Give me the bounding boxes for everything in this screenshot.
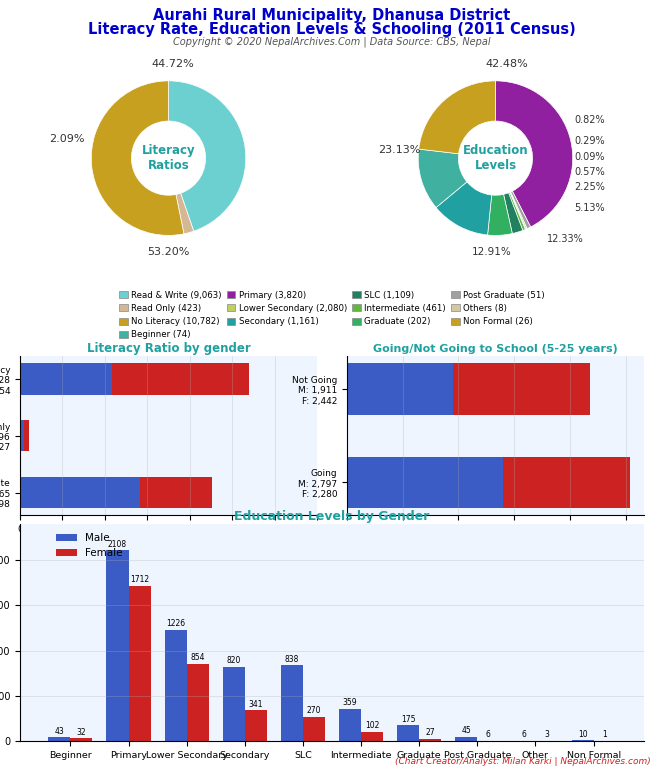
Wedge shape xyxy=(511,191,531,229)
Text: 42.48%: 42.48% xyxy=(485,59,529,69)
Wedge shape xyxy=(487,194,513,236)
Text: 43: 43 xyxy=(54,727,64,736)
Bar xyxy=(303,717,325,741)
Bar xyxy=(187,664,208,741)
Bar xyxy=(20,420,24,452)
Text: 838: 838 xyxy=(285,654,299,664)
Bar xyxy=(245,710,267,741)
Text: 102: 102 xyxy=(365,721,379,730)
Text: 23.13%: 23.13% xyxy=(378,145,420,155)
Wedge shape xyxy=(418,149,467,207)
Bar xyxy=(20,363,112,395)
Bar xyxy=(397,725,419,741)
Wedge shape xyxy=(510,192,526,230)
Text: Aurahi Rural Municipality, Dhanusa District: Aurahi Rural Municipality, Dhanusa Distr… xyxy=(153,8,511,23)
Legend: Read & Write (9,063), Read Only (423), No Literacy (10,782), Beginner (74), Prim: Read & Write (9,063), Read Only (423), N… xyxy=(119,290,545,339)
Wedge shape xyxy=(176,194,194,233)
Legend: Male, Female: Male, Female xyxy=(98,521,238,539)
Bar xyxy=(572,740,594,741)
Text: 0.29%: 0.29% xyxy=(574,136,605,146)
Bar xyxy=(281,665,303,741)
Wedge shape xyxy=(495,81,573,227)
Bar xyxy=(129,586,151,741)
Text: 12.91%: 12.91% xyxy=(471,247,511,257)
Wedge shape xyxy=(91,81,184,236)
Title: Education Levels by Gender: Education Levels by Gender xyxy=(234,510,430,523)
Bar xyxy=(70,738,92,741)
Bar xyxy=(24,420,29,452)
Title: Going/Not Going to School (5-25 years): Going/Not Going to School (5-25 years) xyxy=(373,344,618,354)
Text: Education
Levels: Education Levels xyxy=(463,144,529,172)
Text: 5.13%: 5.13% xyxy=(574,204,605,214)
Text: 341: 341 xyxy=(248,700,263,709)
Text: 0.57%: 0.57% xyxy=(574,167,605,177)
Text: 3: 3 xyxy=(544,730,549,740)
Legend: Male, Female: Male, Female xyxy=(426,521,566,539)
Bar xyxy=(454,363,590,415)
Bar xyxy=(106,550,129,741)
Bar xyxy=(140,477,212,508)
Bar xyxy=(419,739,442,741)
Text: 0.82%: 0.82% xyxy=(574,114,605,124)
Text: 1226: 1226 xyxy=(166,620,185,628)
Text: 820: 820 xyxy=(226,656,241,665)
Text: 45: 45 xyxy=(461,727,471,736)
Wedge shape xyxy=(503,193,523,233)
Text: 2108: 2108 xyxy=(108,540,127,548)
Text: (Chart Creator/Analyst: Milan Karki | NepalArchives.com): (Chart Creator/Analyst: Milan Karki | Ne… xyxy=(395,757,651,766)
Bar xyxy=(503,457,630,508)
Bar xyxy=(347,457,503,508)
Text: Literacy
Ratios: Literacy Ratios xyxy=(141,144,195,172)
Text: 854: 854 xyxy=(191,653,205,662)
Text: 270: 270 xyxy=(307,706,321,715)
Bar xyxy=(20,477,140,508)
Bar xyxy=(165,630,187,741)
Text: 2.09%: 2.09% xyxy=(48,134,84,144)
Bar xyxy=(361,732,383,741)
Text: 12.33%: 12.33% xyxy=(546,234,584,244)
Text: 44.72%: 44.72% xyxy=(151,59,194,69)
Text: 175: 175 xyxy=(401,715,416,723)
Text: 27: 27 xyxy=(426,728,435,737)
Wedge shape xyxy=(509,192,525,230)
Bar xyxy=(112,363,249,395)
Text: 6: 6 xyxy=(486,730,491,739)
Text: 0.09%: 0.09% xyxy=(574,151,605,161)
Text: 1: 1 xyxy=(602,730,607,740)
Text: Copyright © 2020 NepalArchives.Com | Data Source: CBS, Nepal: Copyright © 2020 NepalArchives.Com | Dat… xyxy=(173,36,491,47)
Bar xyxy=(347,363,454,415)
Bar xyxy=(222,667,245,741)
Bar xyxy=(48,737,70,741)
Bar xyxy=(456,737,477,741)
Text: 6: 6 xyxy=(522,730,527,739)
Wedge shape xyxy=(436,182,491,235)
Bar xyxy=(339,709,361,741)
Wedge shape xyxy=(419,81,495,154)
Text: 359: 359 xyxy=(343,698,357,707)
Text: 2.25%: 2.25% xyxy=(574,183,605,193)
Text: 1712: 1712 xyxy=(130,575,149,584)
Text: 53.20%: 53.20% xyxy=(147,247,190,257)
Wedge shape xyxy=(510,192,527,229)
Text: Literacy Rate, Education Levels & Schooling (2011 Census): Literacy Rate, Education Levels & School… xyxy=(88,22,576,37)
Text: 32: 32 xyxy=(76,727,86,737)
Legend: Male, Female: Male, Female xyxy=(52,529,127,563)
Wedge shape xyxy=(169,81,246,231)
Title: Literacy Ratio by gender: Literacy Ratio by gender xyxy=(87,342,250,355)
Text: 10: 10 xyxy=(578,730,588,739)
